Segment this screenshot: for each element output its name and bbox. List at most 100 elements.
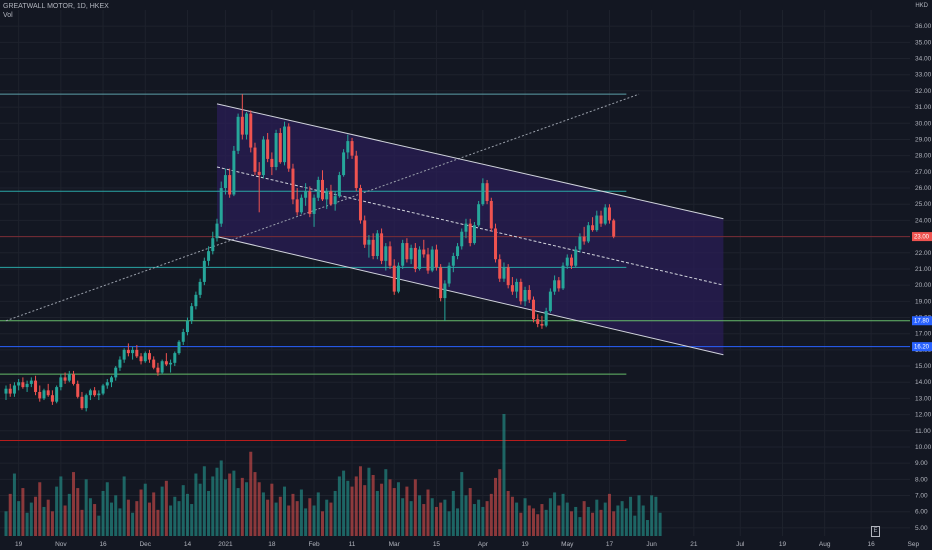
y-tick-label: 15.00	[915, 363, 932, 370]
candle-body	[329, 191, 333, 205]
volume-bar	[181, 485, 185, 536]
candle-body	[42, 390, 46, 399]
volume-bar	[447, 511, 451, 536]
volume-bar	[236, 488, 240, 536]
candle-body	[118, 359, 122, 368]
volume-bar	[629, 496, 633, 536]
y-tick-label: 32.00	[915, 88, 932, 95]
candle-body	[489, 200, 493, 229]
candle-body	[257, 171, 261, 176]
volume-bar	[434, 506, 438, 536]
candle-body	[50, 395, 54, 402]
volume-bar	[283, 486, 287, 536]
volume-bar	[46, 499, 50, 536]
volume-bar	[253, 472, 257, 536]
channel-lower-line	[216, 236, 724, 356]
candle-body	[405, 243, 409, 260]
trend-line	[5, 93, 640, 322]
candle-body	[202, 260, 206, 282]
volume-bar	[173, 496, 177, 536]
candle-body	[451, 256, 455, 266]
candle-body	[270, 158, 274, 167]
x-tick-label: 17	[606, 541, 614, 548]
candle-body	[249, 113, 253, 148]
volume-bar	[110, 502, 113, 536]
volume-bar	[489, 493, 493, 536]
x-tick-label: Nov	[55, 541, 67, 548]
volume-bar	[443, 499, 447, 536]
volume-bar	[506, 490, 510, 536]
candle-body	[232, 150, 236, 195]
volume-bar	[139, 489, 143, 536]
candle-body	[299, 197, 303, 213]
volume-bar	[261, 492, 265, 536]
y-tick-label: 7.00	[915, 493, 928, 500]
candle-body	[173, 353, 177, 363]
volume-bar	[274, 502, 278, 536]
volume-bar	[358, 466, 362, 536]
interval-label[interactable]: 1D	[76, 3, 86, 10]
y-tick-label: 31.00	[915, 104, 932, 111]
candle-body	[515, 281, 519, 292]
candle-body	[240, 116, 244, 135]
volume-bar	[21, 488, 25, 536]
volume-bar	[464, 495, 468, 536]
candle-body	[236, 116, 240, 151]
volume-bar	[536, 514, 540, 536]
candle-body	[8, 388, 12, 394]
volume-bar	[304, 508, 308, 536]
candle-body	[143, 353, 147, 362]
x-tick-label: 19	[779, 541, 787, 548]
volume-bar	[426, 489, 430, 536]
price-tag-label: 23.00	[914, 235, 930, 241]
volume-bar	[29, 502, 33, 536]
candle-body	[426, 254, 430, 271]
volume-bar	[93, 504, 97, 536]
candle-body	[185, 320, 189, 333]
volume-bar	[164, 480, 168, 536]
volume-bar	[8, 493, 12, 536]
currency-label[interactable]: HKD	[915, 3, 928, 9]
volume-bar	[257, 482, 261, 536]
volume-bar	[485, 501, 489, 536]
volume-bar	[494, 477, 498, 536]
candle-body	[582, 236, 586, 242]
x-tick-label: 11	[349, 541, 356, 548]
x-tick-label: Aug	[819, 541, 831, 548]
y-tick-label: 36.00	[915, 23, 932, 30]
candle-body	[367, 239, 371, 245]
symbol-name[interactable]: GREATWALL MOTOR	[3, 3, 74, 10]
currency-code: HKD	[915, 3, 928, 9]
candle-body	[468, 223, 472, 244]
y-tick-label: 21.00	[915, 266, 932, 273]
y-tick-label: 13.00	[915, 395, 932, 402]
candle-body	[523, 289, 527, 302]
candle-body	[591, 225, 595, 231]
candle-body	[569, 257, 573, 266]
candle-body	[544, 311, 548, 326]
y-tick-label: 10.00	[915, 444, 932, 451]
candle-body	[266, 139, 270, 159]
y-tick-label: 17.00	[915, 331, 932, 338]
candle-body	[337, 175, 341, 197]
header-sep-1: ,	[73, 3, 77, 10]
volume-bar	[342, 470, 346, 536]
volume-bar	[50, 511, 54, 536]
volume-bar	[249, 451, 253, 536]
y-tick-label: 29.00	[915, 136, 932, 143]
volume-indicator-label[interactable]: Vol	[3, 12, 13, 19]
candle-body	[485, 183, 489, 201]
volume-bar	[12, 473, 16, 536]
volume-bar	[468, 488, 472, 536]
scale-toggle-button[interactable]: E	[871, 526, 880, 537]
x-tick-label: Apr	[478, 541, 489, 548]
volume-bar	[105, 482, 109, 536]
candle-body	[532, 299, 535, 320]
volume-bar	[422, 504, 426, 536]
volume-bar	[312, 505, 316, 536]
y-tick-label: 25.00	[915, 201, 932, 208]
y-tick-label: 35.00	[915, 39, 932, 46]
candle-body	[494, 228, 498, 260]
